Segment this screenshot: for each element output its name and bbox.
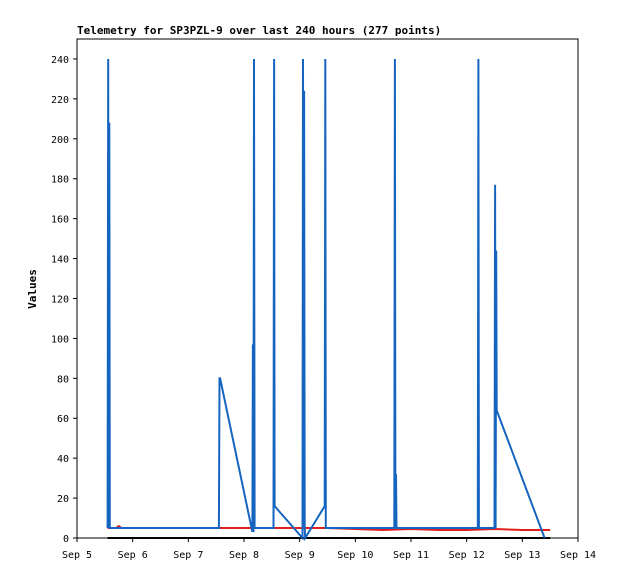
x-tick-label: Sep 12 <box>449 550 485 561</box>
x-tick-label: Sep 11 <box>393 550 429 561</box>
y-tick-label: 40 <box>57 454 69 465</box>
x-tick-label: Sep 13 <box>504 550 540 561</box>
chart-title: Telemetry for SP3PZL-9 over last 240 hou… <box>77 24 441 37</box>
x-tick-label: Sep 9 <box>285 550 315 561</box>
y-tick-label: 120 <box>51 294 69 305</box>
x-tick-label: Sep 10 <box>337 550 373 561</box>
y-tick-label: 80 <box>57 374 69 385</box>
x-axis: Sep 5 Sep 6 Sep 7 Sep 8 Sep 9 Sep 10 Sep 11 Sep… <box>62 538 596 561</box>
series-layer <box>106 58 551 542</box>
x-tick-label: Sep 5 <box>62 550 92 561</box>
y-tick-label: 20 <box>57 494 69 505</box>
y-tick-label: 100 <box>51 334 69 345</box>
plot-frame <box>76 38 579 539</box>
y-tick-label: 0 <box>63 534 69 545</box>
x-tick-label: Sep 6 <box>118 550 148 561</box>
y-tick-label: 240 <box>51 55 69 66</box>
x-tick-label: Sep 14 <box>560 550 596 561</box>
y-tick-label: 140 <box>51 255 69 266</box>
x-tick-label: Sep 7 <box>173 550 203 561</box>
x-tick-label: Sep 8 <box>229 550 259 561</box>
y-axis: 0 20 40 60 80 100 120 140 160 180 200 220 240 <box>51 55 77 545</box>
y-axis-label: Values <box>26 269 39 309</box>
y-tick-label: 180 <box>51 175 69 186</box>
series-line-0 <box>106 58 546 542</box>
y-tick-label: 200 <box>51 135 69 146</box>
y-tick-label: 160 <box>51 215 69 226</box>
y-tick-label: 220 <box>51 95 69 106</box>
y-tick-label: 60 <box>57 414 69 425</box>
